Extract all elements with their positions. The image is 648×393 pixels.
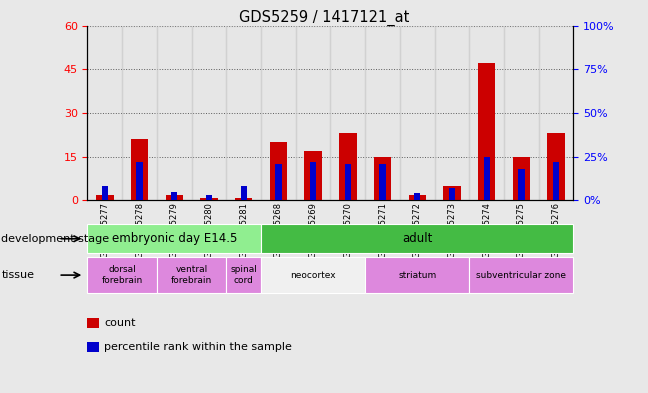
Bar [137, 162, 143, 200]
Text: subventricular zone: subventricular zone [476, 271, 566, 279]
Bar [365, 26, 400, 200]
Bar [192, 26, 226, 200]
Bar [513, 157, 530, 200]
Bar [295, 26, 330, 200]
Bar [469, 26, 504, 200]
Bar [235, 198, 252, 200]
Text: development stage: development stage [1, 234, 110, 244]
Text: GDS5259 / 1417121_at: GDS5259 / 1417121_at [239, 10, 409, 26]
Text: neocortex: neocortex [290, 271, 336, 279]
Bar [102, 186, 108, 200]
Bar [504, 26, 538, 200]
Bar [330, 26, 365, 200]
Bar [443, 186, 461, 200]
Bar [226, 26, 261, 200]
Bar [538, 26, 573, 200]
Bar [270, 142, 287, 200]
Bar [548, 133, 565, 200]
Bar [261, 26, 295, 200]
Bar [171, 192, 178, 200]
Bar [339, 133, 356, 200]
Bar [374, 157, 391, 200]
Bar [400, 26, 435, 200]
Text: count: count [104, 318, 136, 328]
Bar [240, 186, 247, 200]
Bar [122, 26, 157, 200]
Bar [380, 164, 386, 200]
Bar [157, 26, 192, 200]
Bar [206, 195, 212, 200]
Text: embryonic day E14.5: embryonic day E14.5 [111, 232, 237, 245]
Bar [200, 198, 218, 200]
Bar [435, 26, 469, 200]
Bar [449, 188, 455, 200]
Bar [409, 195, 426, 200]
Bar [553, 162, 559, 200]
Bar [414, 193, 421, 200]
Bar [305, 151, 322, 200]
Bar [310, 162, 316, 200]
Bar [275, 164, 281, 200]
Bar [166, 195, 183, 200]
Bar [345, 164, 351, 200]
Bar [518, 169, 524, 200]
Text: adult: adult [402, 232, 432, 245]
Bar [478, 63, 495, 200]
Text: dorsal
forebrain: dorsal forebrain [102, 265, 143, 285]
Text: tissue: tissue [1, 270, 34, 280]
Text: percentile rank within the sample: percentile rank within the sample [104, 342, 292, 352]
Bar [483, 157, 490, 200]
Text: spinal
cord: spinal cord [230, 265, 257, 285]
Text: striatum: striatum [398, 271, 436, 279]
Bar [87, 26, 122, 200]
Bar [96, 195, 113, 200]
Bar [131, 139, 148, 200]
Text: ventral
forebrain: ventral forebrain [171, 265, 213, 285]
